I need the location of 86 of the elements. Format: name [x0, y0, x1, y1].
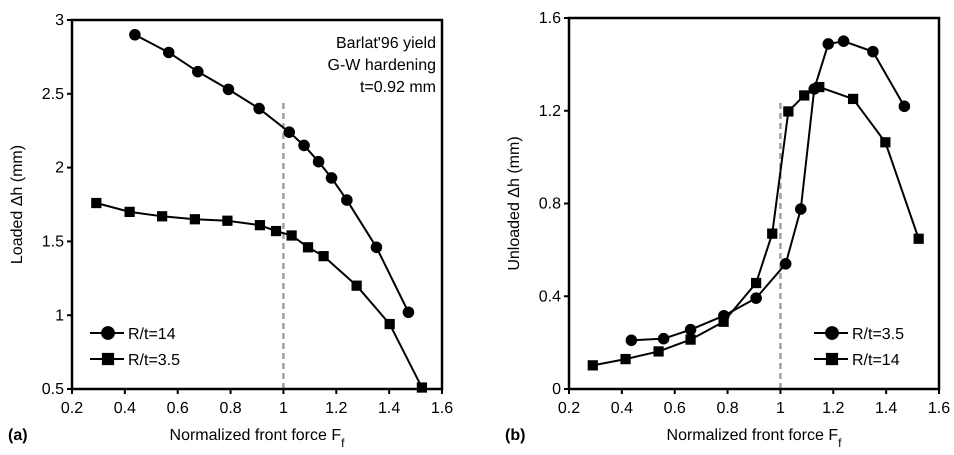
point — [914, 234, 924, 244]
point — [685, 334, 696, 345]
x-axis-title: Normalized front force F$_{f}$ — [666, 427, 842, 450]
text: (b) — [505, 427, 526, 444]
y-tick-label: 1.6 — [538, 10, 562, 28]
point — [658, 332, 670, 344]
point — [312, 156, 324, 168]
legend-label: R/t=14 — [852, 352, 900, 369]
point — [684, 324, 696, 336]
point — [822, 38, 834, 50]
y-tick-label: 2.5 — [42, 86, 64, 103]
point — [253, 102, 265, 114]
point — [750, 278, 762, 288]
x-tick-label: 1 — [278, 400, 288, 417]
point — [318, 251, 329, 262]
point — [157, 211, 168, 222]
x-tick-label: 0.4 — [114, 400, 136, 417]
x-tick-label: 0.4 — [610, 400, 634, 417]
point — [190, 214, 200, 224]
point — [783, 106, 794, 117]
x-tick-label: 1.6 — [928, 400, 950, 417]
point — [384, 318, 395, 330]
text: (a) — [8, 427, 28, 444]
legend-label: R/t=14 — [128, 326, 176, 343]
point — [767, 228, 778, 239]
point — [626, 334, 638, 346]
point — [270, 226, 282, 236]
point — [653, 346, 664, 357]
x-tick-label: 1.4 — [378, 400, 400, 417]
y-tick-label: 1.2 — [538, 102, 562, 120]
legend-label: R/t=3.5 — [852, 326, 904, 343]
point — [867, 46, 879, 58]
x-tick-label: 0.2 — [60, 400, 84, 417]
point — [326, 172, 338, 184]
point — [838, 35, 850, 47]
point — [352, 280, 362, 291]
point — [129, 28, 141, 41]
point — [588, 360, 598, 370]
x-tick-label: 0.6 — [166, 400, 189, 417]
point — [162, 46, 175, 58]
point — [222, 84, 234, 96]
y-tick-label: 0.8 — [538, 196, 562, 213]
y-tick-label: 1.5 — [42, 234, 64, 251]
point — [91, 198, 102, 208]
x-tick-label: 1 — [776, 400, 785, 417]
point — [848, 94, 858, 104]
y-tick-label: 3 — [55, 12, 64, 30]
x-tick-label: 0.8 — [219, 400, 242, 417]
point — [880, 137, 890, 148]
y-axis-title: Loaded Δh (mm) — [9, 144, 26, 264]
point — [620, 354, 631, 364]
y-tick-label: 0.5 — [42, 381, 64, 398]
annotation: G-W hardening — [328, 57, 436, 74]
x-tick-label: 0.6 — [664, 400, 686, 417]
point — [302, 242, 314, 252]
point — [898, 100, 910, 112]
point — [814, 82, 824, 92]
x-axis-title: Normalized front force F$_{f}$ — [170, 427, 346, 450]
x-tick-label: 1.2 — [822, 400, 845, 417]
point — [370, 242, 382, 254]
y-tick-label: 2 — [55, 160, 64, 177]
x-tick-label: 0.2 — [558, 400, 580, 417]
point — [192, 66, 204, 78]
y-tick-label: 1 — [55, 307, 64, 324]
x-tick-label: 1.2 — [325, 400, 348, 417]
point — [780, 258, 792, 270]
x-tick-label: 0.8 — [716, 400, 739, 417]
point — [750, 292, 762, 304]
x-tick-label: 1.4 — [875, 400, 898, 417]
point — [298, 140, 310, 152]
y-axis-title: Unloaded Δh (mm) — [506, 136, 523, 271]
annotation: t=0.92 mm — [360, 79, 436, 96]
point — [402, 306, 414, 318]
legend-label: R/t=3.5 — [128, 352, 180, 369]
point — [222, 216, 233, 226]
point — [286, 230, 297, 241]
y-tick-label: 0.4 — [538, 288, 562, 306]
annotation: Barlat'96 yield — [336, 35, 436, 52]
x-tick-label: 1.6 — [430, 400, 454, 417]
y-tick-label: 0 — [552, 381, 562, 398]
point — [124, 206, 135, 218]
point — [283, 126, 296, 138]
point — [795, 203, 807, 215]
point — [799, 90, 810, 101]
point — [254, 220, 266, 230]
point — [341, 194, 353, 206]
